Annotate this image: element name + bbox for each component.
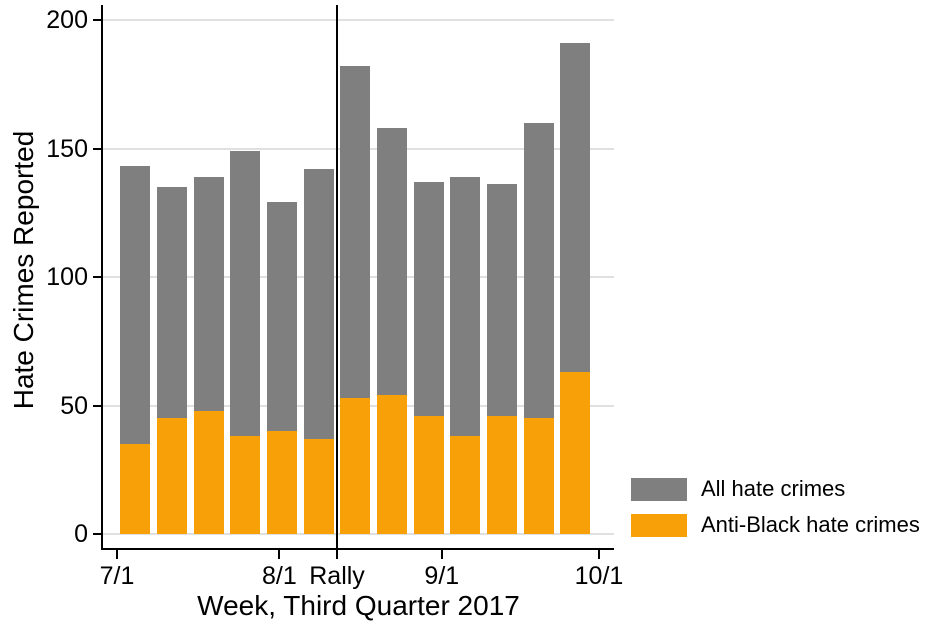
- y-axis-line: [101, 5, 103, 550]
- x-tick-label-7-1: 7/1: [99, 562, 135, 590]
- y-tick-label-50: 50: [60, 391, 88, 420]
- x-tick-label-9-1: 9/1: [424, 562, 460, 590]
- bar-week-7-anti-black-hate-crimes: [340, 397, 371, 534]
- bar-week-9-anti-black-hate-crimes: [413, 415, 444, 534]
- rally-line: [335, 5, 339, 559]
- y-tick-label-0: 0: [74, 520, 88, 548]
- bar-week-8-anti-black-hate-crimes: [377, 395, 408, 534]
- y-tick-50: [93, 404, 101, 407]
- legend: All hate crimes Anti-Black hate crimes: [631, 476, 920, 548]
- bar-week-12-anti-black-hate-crimes: [523, 418, 554, 534]
- legend-label-anti-black-hate-crimes: Anti-Black hate crimes: [701, 512, 920, 537]
- y-tick-label-200: 200: [46, 6, 88, 34]
- x-tick-7-1: [116, 550, 118, 559]
- bar-week-10-anti-black-hate-crimes: [450, 436, 481, 534]
- bar-week-2-anti-black-hate-crimes: [157, 418, 187, 534]
- bar-week-6-anti-black-hate-crimes: [303, 438, 334, 534]
- x-tick-9-1: [440, 550, 443, 559]
- y-tick-100: [93, 276, 101, 278]
- bar-week-1-anti-black-hate-crimes: [120, 444, 151, 534]
- x-tick-label-10-1: 10/1: [574, 562, 624, 590]
- x-tick-10-1: [598, 550, 600, 559]
- gridline-200: [103, 19, 614, 21]
- y-tick-200: [93, 19, 101, 21]
- gridline-0: [103, 533, 614, 535]
- legend-item-all-hate-crimes: All hate crimes: [631, 476, 920, 502]
- x-axis-line: [101, 548, 614, 550]
- bar-week-3-anti-black-hate-crimes: [193, 410, 224, 534]
- bar-week-5-anti-black-hate-crimes: [267, 431, 298, 534]
- y-tick-0: [93, 533, 101, 535]
- x-tick-8-1: [278, 550, 281, 559]
- legend-item-anti-black-hate-crimes: Anti-Black hate crimes: [631, 512, 920, 538]
- x-tick-label-Rally: Rally: [309, 562, 365, 590]
- y-tick-label-100: 100: [46, 263, 88, 291]
- bar-week-4-anti-black-hate-crimes: [230, 436, 261, 534]
- x-tick-label-8-1: 8/1: [262, 562, 297, 590]
- bar-week-11-anti-black-hate-crimes: [487, 415, 518, 534]
- y-tick-150: [93, 147, 101, 150]
- legend-label-all-hate-crimes: All hate crimes: [701, 476, 846, 501]
- bar-week-13-anti-black-hate-crimes: [560, 372, 591, 534]
- legend-swatch-all-hate-crimes: [631, 477, 687, 501]
- y-tick-label-150: 150: [46, 134, 88, 163]
- x-axis-title: Week, Third Quarter 2017: [197, 590, 520, 621]
- legend-swatch-anti-black-hate-crimes: [631, 513, 687, 537]
